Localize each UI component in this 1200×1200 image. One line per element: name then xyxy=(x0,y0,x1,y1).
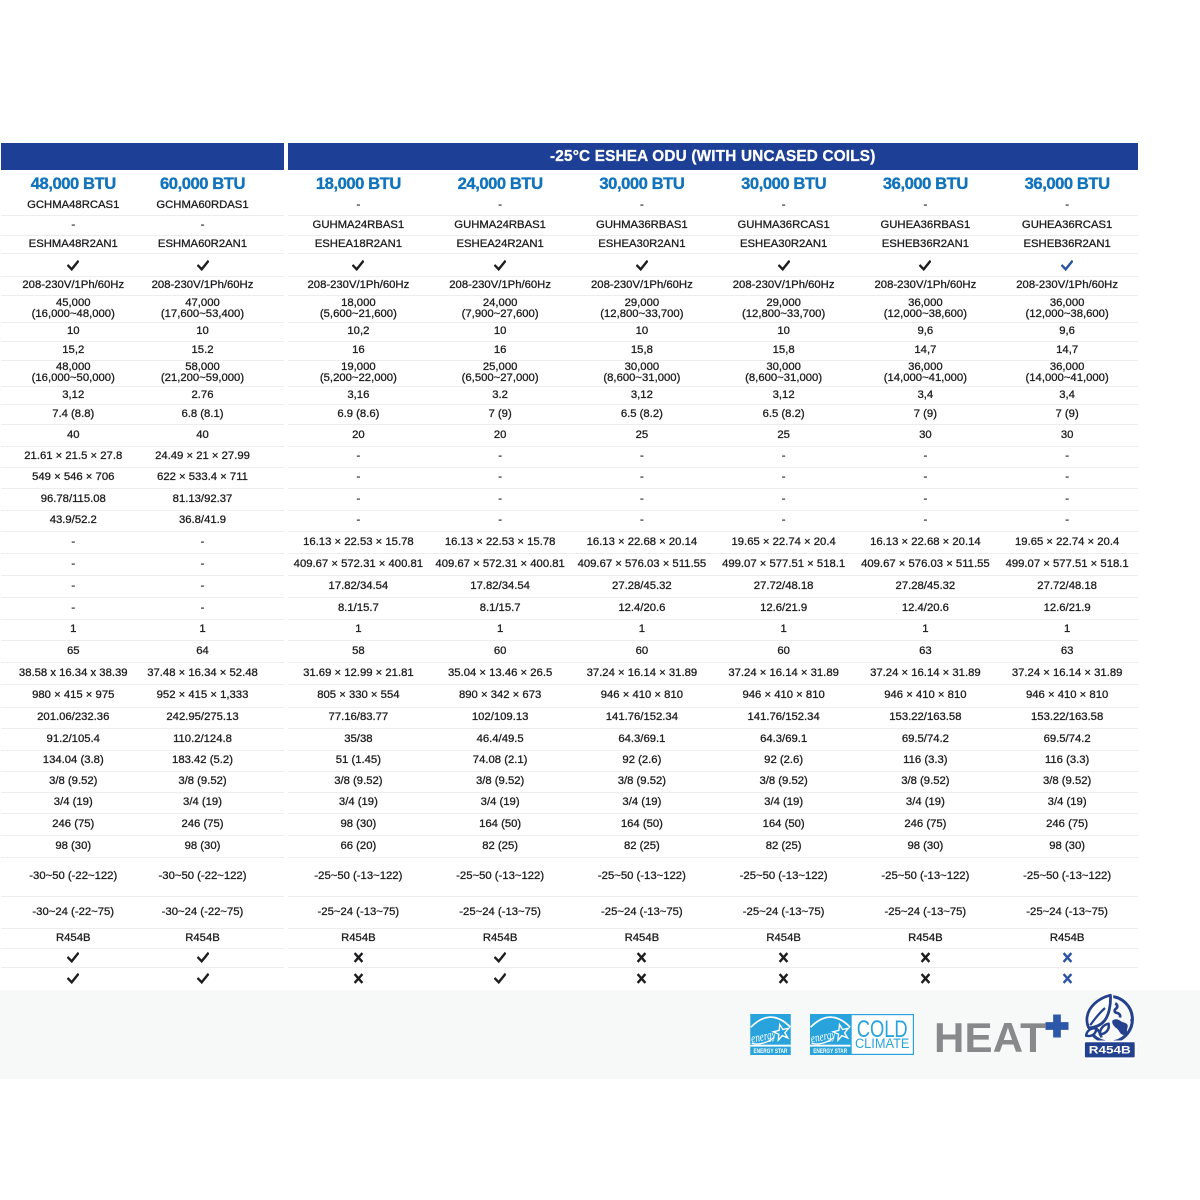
svg-text:ENERGY STAR: ENERGY STAR xyxy=(753,1048,787,1055)
svg-text:energy: energy xyxy=(750,1027,777,1046)
svg-text:COLD: COLD xyxy=(857,1016,908,1043)
svg-text:ENERGY STAR: ENERGY STAR xyxy=(813,1048,847,1055)
svg-text:CLIMATE: CLIMATE xyxy=(855,1036,910,1051)
svg-text:R454B: R454B xyxy=(1089,1045,1131,1057)
svg-text:energy: energy xyxy=(810,1027,837,1046)
